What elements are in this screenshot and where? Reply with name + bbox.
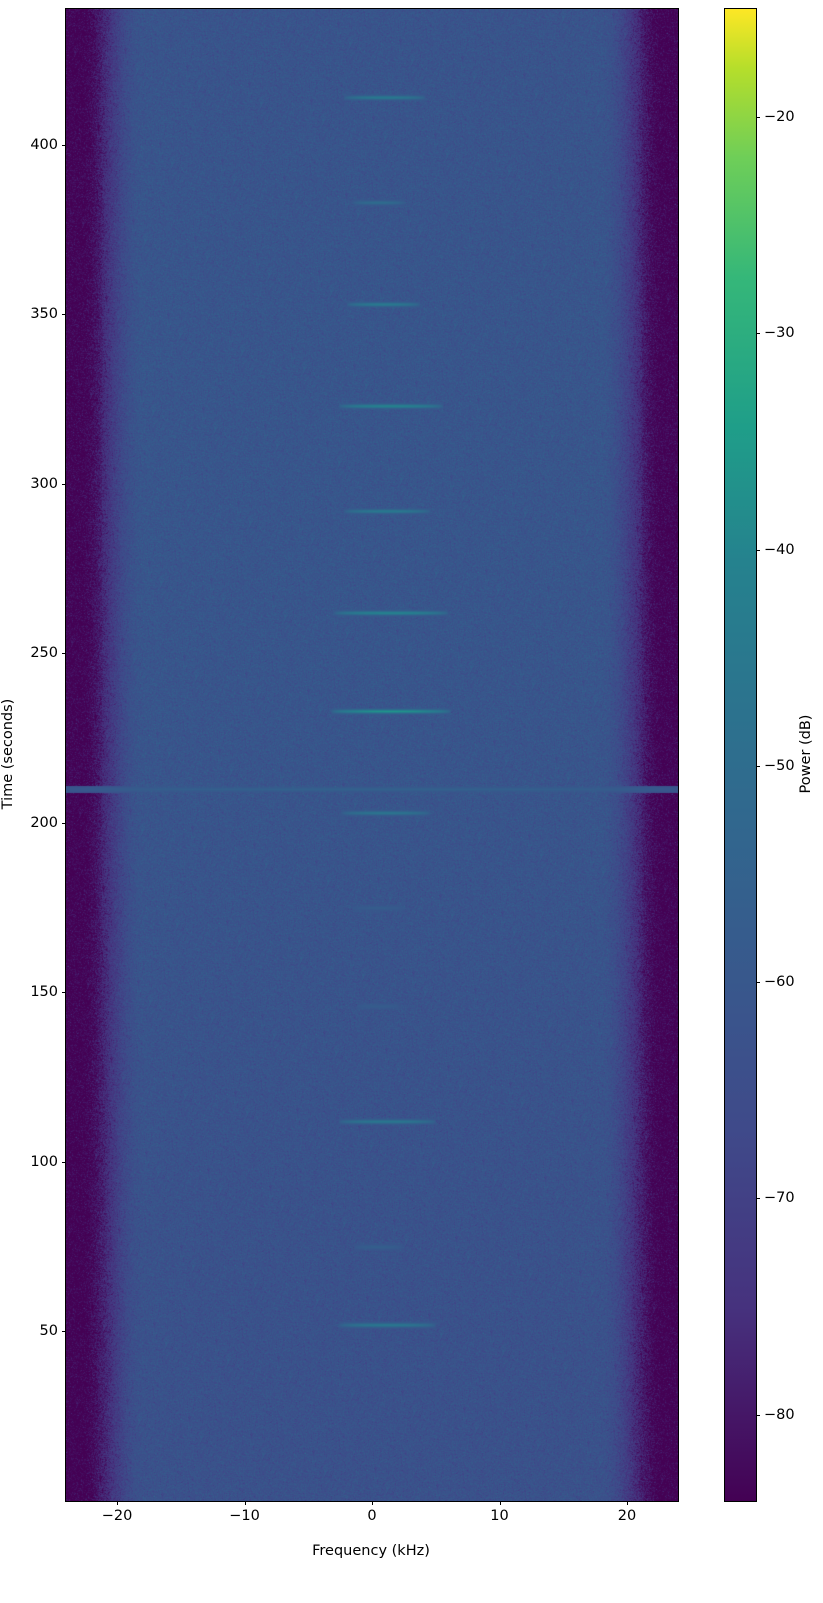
y-tick bbox=[62, 992, 66, 994]
y-tick bbox=[62, 1331, 66, 1333]
spectrogram-axes: 50 100 150 200 250 300 350 400 −20 −10 0 10 20 bbox=[30, 8, 679, 1524]
colorbar-tick bbox=[756, 1414, 760, 1416]
y-tick bbox=[62, 144, 66, 146]
x-tick-label: −10 bbox=[229, 1508, 260, 1524]
y-tick bbox=[62, 1161, 66, 1163]
colorbar-gradient bbox=[725, 9, 756, 1501]
colorbar-tick bbox=[756, 117, 760, 119]
colorbar-tick bbox=[756, 982, 760, 984]
y-tick-label: 300 bbox=[30, 475, 58, 492]
y-tick-label: 100 bbox=[30, 1153, 58, 1170]
x-tick-label: −20 bbox=[101, 1508, 133, 1524]
y-tick bbox=[62, 314, 66, 316]
colorbar: −20 −30 −40 −50 −60 −70 −80 bbox=[724, 8, 795, 1502]
y-tick-label: 50 bbox=[39, 1323, 58, 1340]
x-axis-label: Frequency (kHz) bbox=[312, 1543, 430, 1559]
y-tick bbox=[62, 653, 66, 655]
y-tick bbox=[62, 822, 66, 824]
colorbar-tick bbox=[756, 1198, 760, 1200]
x-tick-label: 0 bbox=[367, 1508, 377, 1524]
colorbar-tick-label: −50 bbox=[764, 757, 795, 774]
x-tick-label: 20 bbox=[617, 1508, 637, 1524]
y-tick-label: 350 bbox=[30, 306, 58, 323]
x-tick-label: 10 bbox=[490, 1508, 509, 1524]
colorbar-tick-label: −70 bbox=[764, 1190, 795, 1207]
colorbar-tick bbox=[756, 333, 760, 335]
y-tick-label: 400 bbox=[30, 136, 58, 153]
y-tick-label: 200 bbox=[30, 814, 58, 831]
x-tick bbox=[499, 1501, 501, 1505]
x-tick bbox=[627, 1501, 628, 1505]
colorbar-tick-label: −80 bbox=[764, 1406, 795, 1423]
x-tick bbox=[117, 1501, 118, 1505]
colorbar-tick bbox=[756, 549, 760, 551]
y-tick-label: 250 bbox=[30, 645, 58, 662]
colorbar-tick-label: −30 bbox=[764, 325, 795, 342]
x-tick bbox=[244, 1501, 246, 1505]
colorbar-tick-label: −60 bbox=[764, 974, 795, 991]
colorbar-tick-label: −40 bbox=[764, 541, 795, 558]
y-tick bbox=[62, 483, 66, 485]
y-tick-label: 150 bbox=[30, 984, 58, 1001]
spectrogram-image bbox=[66, 9, 678, 1501]
x-tick bbox=[372, 1501, 373, 1505]
colorbar-tick bbox=[756, 765, 760, 767]
y-axis-label: Time (seconds) bbox=[0, 698, 16, 810]
colorbar-tick-label: −20 bbox=[764, 109, 795, 126]
colorbar-label: Power (dB) bbox=[798, 714, 814, 794]
